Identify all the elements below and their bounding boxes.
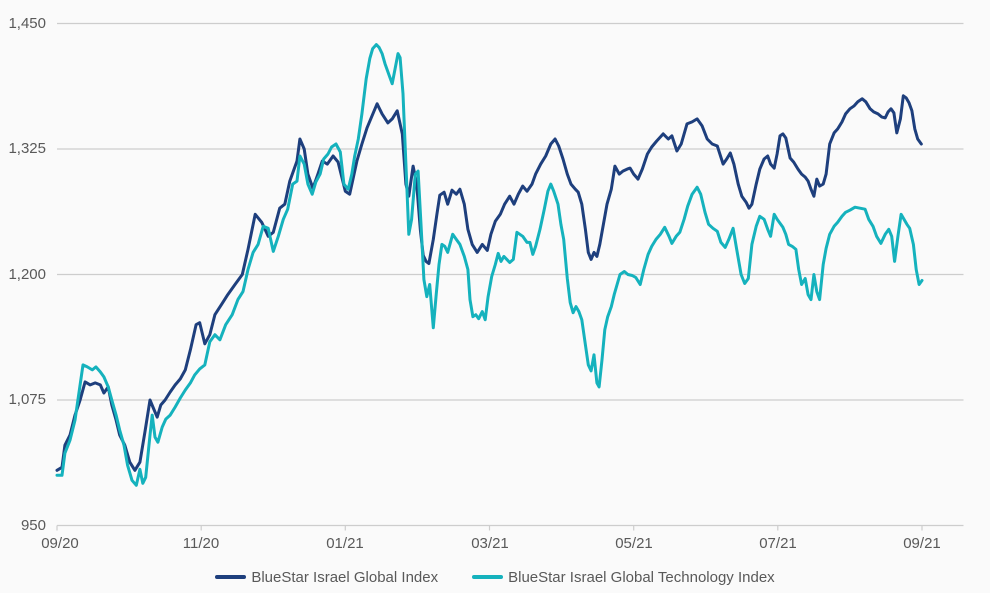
x-axis-label: 07/21 <box>759 535 797 552</box>
x-axis-label: 05/21 <box>615 535 653 552</box>
legend-item-technology-index: BlueStar Israel Global Technology Index <box>472 569 775 586</box>
x-axis-label: 03/21 <box>471 535 509 552</box>
legend: BlueStar Israel Global Index BlueStar Is… <box>0 566 990 588</box>
series-line-0 <box>55 94 923 472</box>
legend-line-swatch-teal <box>472 575 504 579</box>
legend-item-global-index: BlueStar Israel Global Index <box>215 569 438 586</box>
y-axis-label: 1,325 <box>8 140 46 157</box>
y-axis-label: 1,200 <box>8 266 46 283</box>
x-axis-label: 01/21 <box>326 535 364 552</box>
x-axis-label: 09/20 <box>41 535 79 552</box>
y-axis-label: 1,075 <box>8 391 46 408</box>
x-axis-label: 11/20 <box>182 535 220 552</box>
series-line-1 <box>55 43 924 487</box>
legend-line-swatch-navy <box>215 575 247 579</box>
legend-label: BlueStar Israel Global Technology Index <box>508 568 775 586</box>
y-axis-label: 950 <box>20 517 46 534</box>
y-axis-label: 1,450 <box>8 15 46 32</box>
x-axis-label: 09/21 <box>903 535 941 552</box>
legend-label: BlueStar Israel Global Index <box>251 568 439 586</box>
